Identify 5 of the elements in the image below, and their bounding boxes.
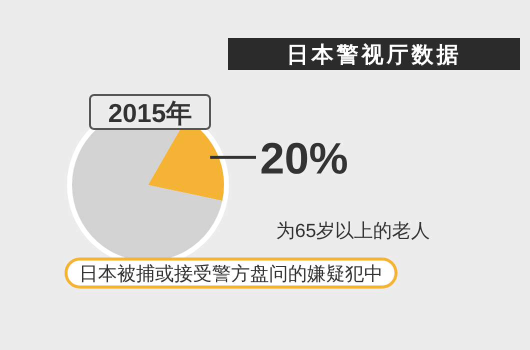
data-label: 20% (260, 134, 348, 184)
chart-title: 日本警视厅数据 (286, 42, 462, 67)
chart-subtitle: 2015年 (108, 98, 192, 128)
text: 日本被捕或接受警方盘问的嫌疑犯中 (79, 263, 383, 285)
text: 为65岁以上的老人 (276, 221, 430, 242)
